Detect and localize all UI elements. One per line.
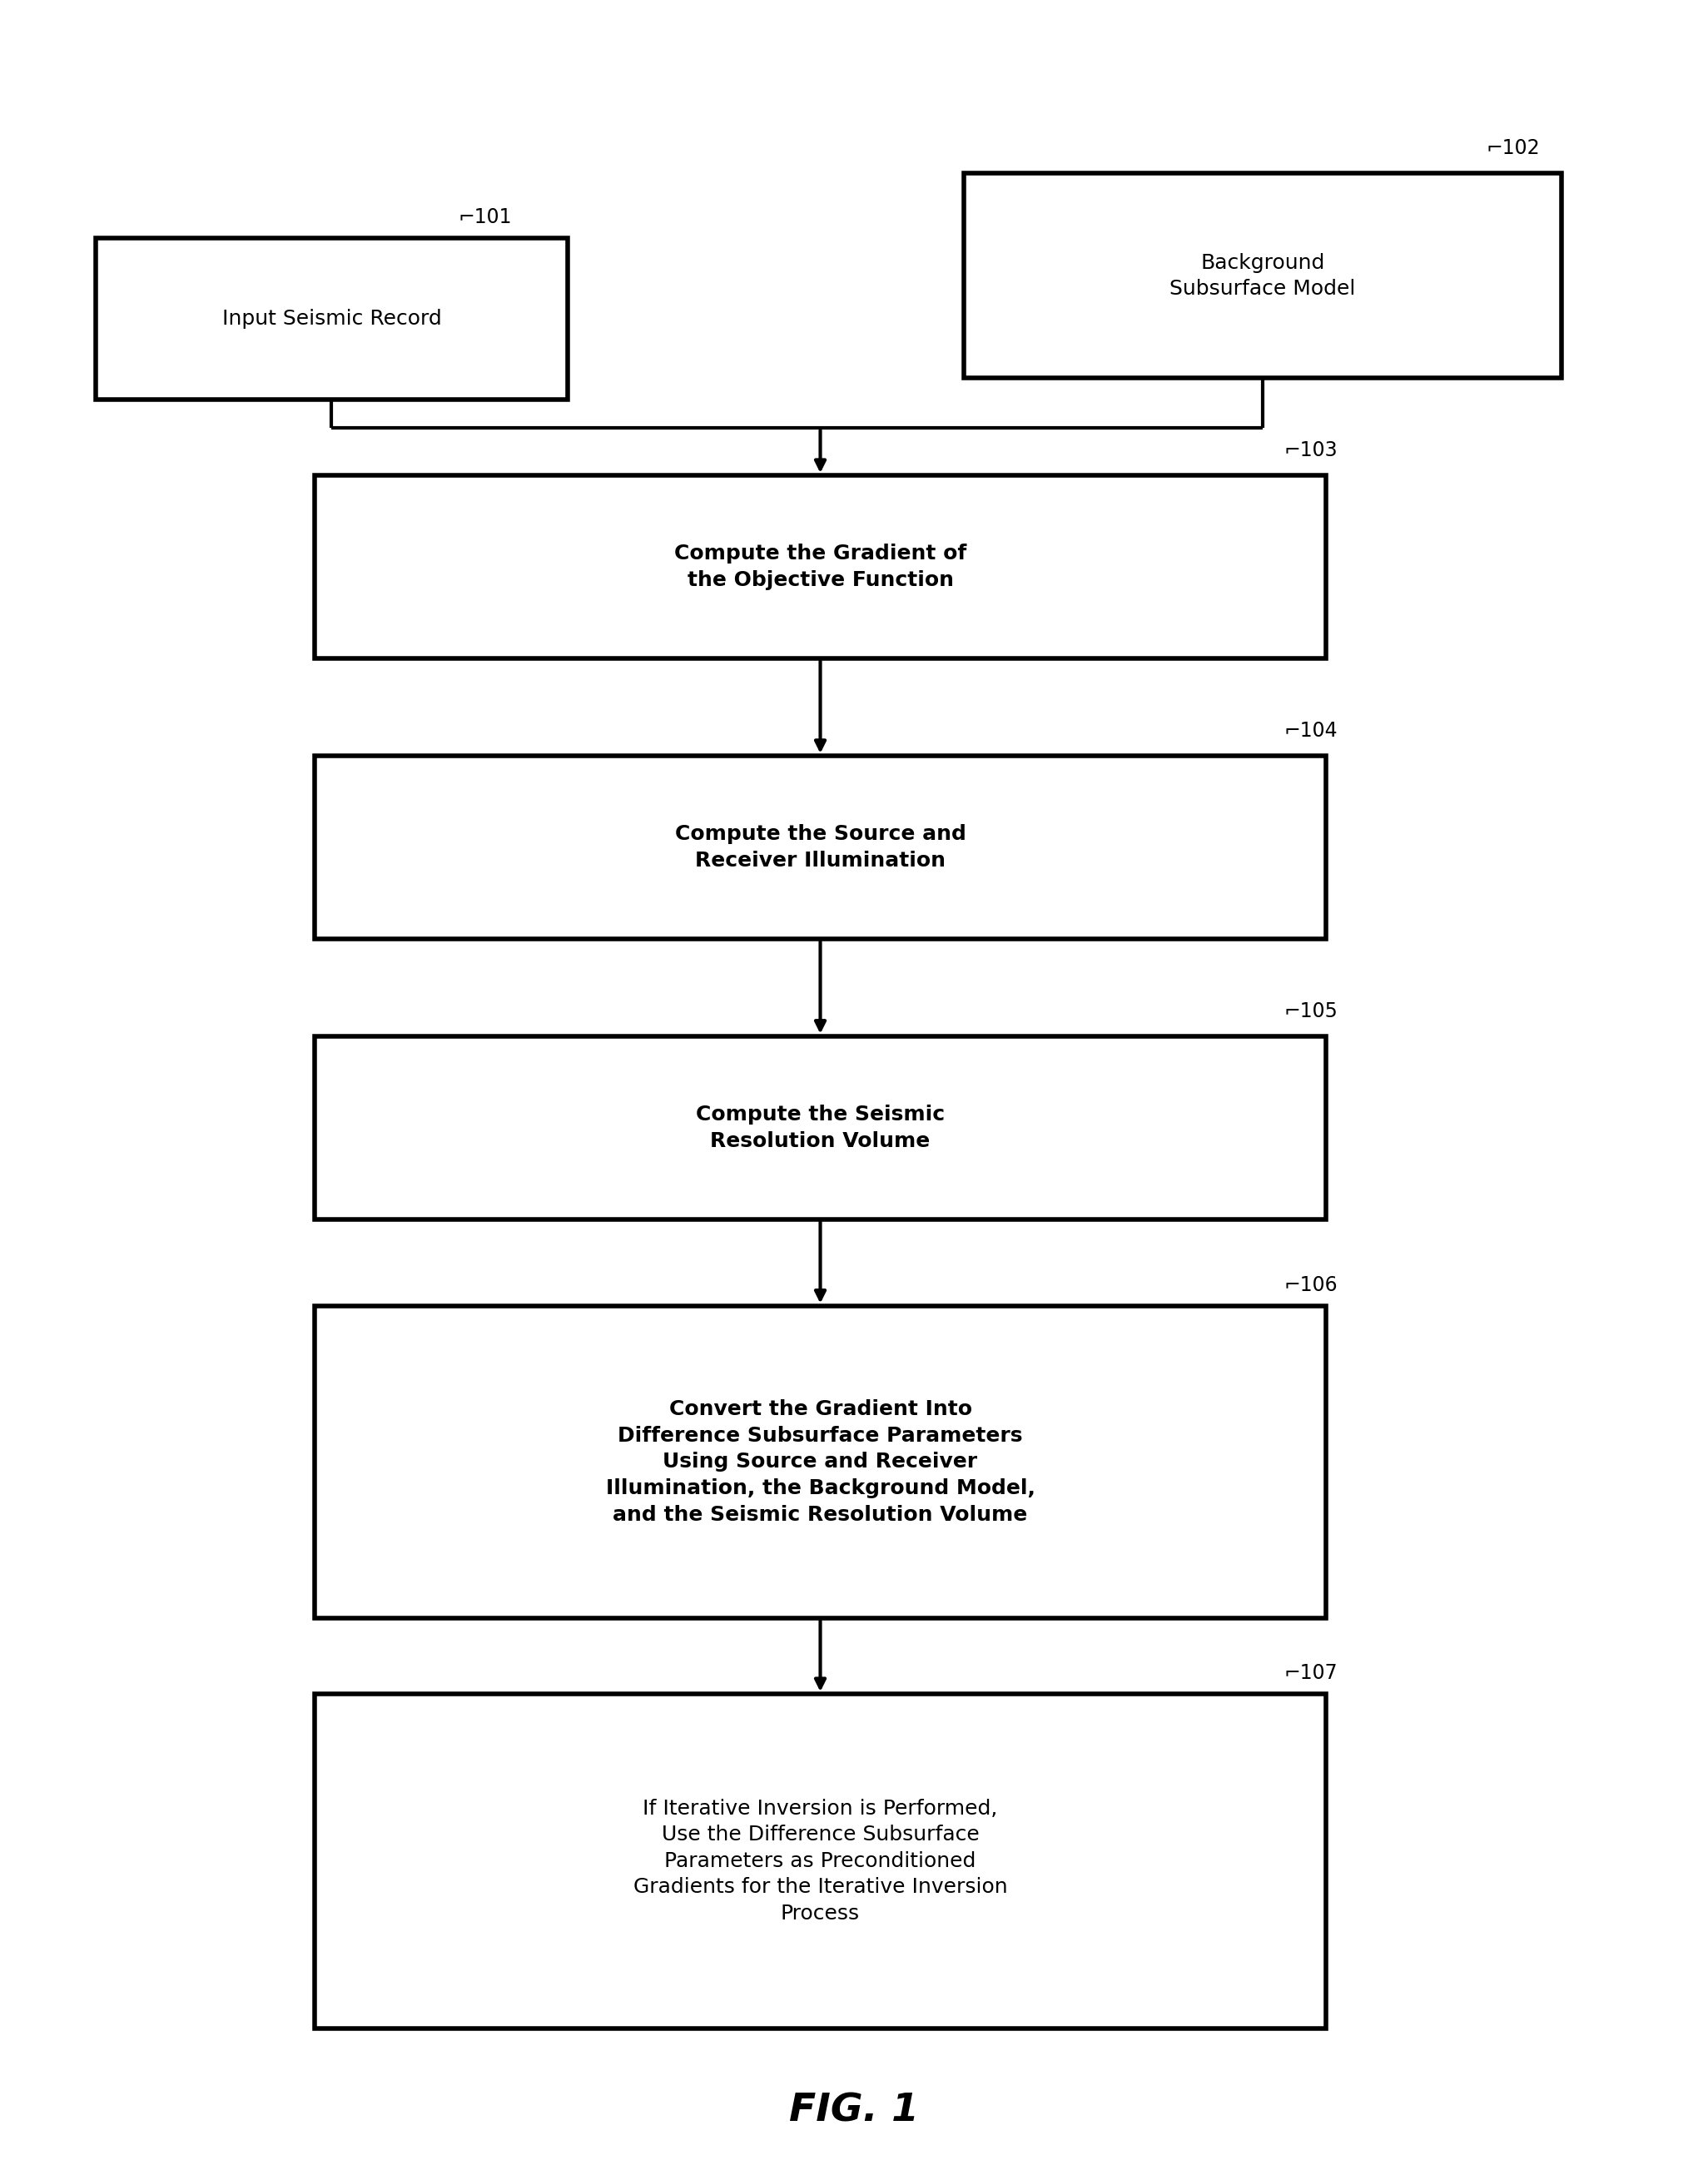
Bar — [963, 174, 1561, 379]
Text: Input Seismic Record: Input Seismic Record — [222, 310, 441, 329]
Text: Compute the Gradient of
the Objective Function: Compute the Gradient of the Objective Fu… — [675, 543, 967, 591]
Text: ⌐106: ⌐106 — [1284, 1275, 1337, 1295]
Text: FIG. 1: FIG. 1 — [789, 2093, 919, 2130]
Bar — [314, 756, 1325, 940]
Bar — [314, 1306, 1325, 1618]
Bar — [314, 1694, 1325, 2027]
Text: Compute the Seismic
Resolution Volume: Compute the Seismic Resolution Volume — [695, 1105, 945, 1151]
Bar — [96, 238, 567, 399]
Text: ⌐107: ⌐107 — [1284, 1663, 1337, 1683]
Text: ⌐101: ⌐101 — [458, 207, 512, 227]
Text: ⌐105: ⌐105 — [1284, 1001, 1337, 1020]
Text: ⌐104: ⌐104 — [1284, 722, 1337, 741]
Bar — [314, 475, 1325, 658]
Text: Background
Subsurface Model: Background Subsurface Model — [1170, 253, 1356, 299]
Text: Compute the Source and
Receiver Illumination: Compute the Source and Receiver Illumina… — [675, 824, 967, 870]
Bar — [314, 1035, 1325, 1219]
Text: ⌐102: ⌐102 — [1486, 137, 1539, 159]
Text: ⌐103: ⌐103 — [1284, 440, 1337, 460]
Text: If Iterative Inversion is Performed,
Use the Difference Subsurface
Parameters as: If Iterative Inversion is Performed, Use… — [634, 1798, 1008, 1923]
Text: Convert the Gradient Into
Difference Subsurface Parameters
Using Source and Rece: Convert the Gradient Into Difference Sub… — [606, 1400, 1035, 1524]
